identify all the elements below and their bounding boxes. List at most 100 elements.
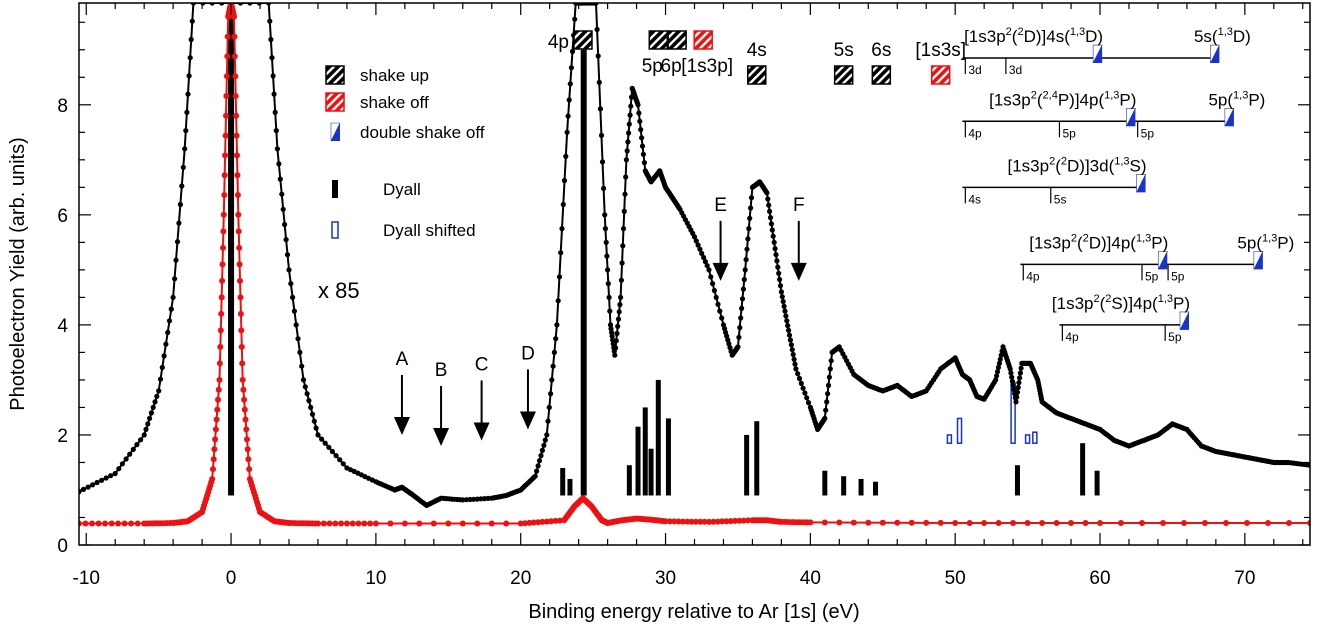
arrow-head bbox=[393, 416, 410, 435]
data-point bbox=[1160, 520, 1166, 526]
data-point bbox=[559, 226, 565, 232]
data-point bbox=[719, 315, 725, 321]
data-point bbox=[209, 476, 216, 482]
data-point bbox=[555, 298, 561, 304]
arrow-label: F bbox=[793, 195, 805, 216]
data-point bbox=[1118, 520, 1124, 526]
data-point bbox=[170, 294, 176, 300]
marker-label: [1s3p] bbox=[681, 56, 733, 77]
data-point bbox=[1008, 370, 1014, 376]
data-point bbox=[180, 164, 186, 170]
data-point bbox=[994, 373, 1000, 379]
ladder-tick-label: 4p bbox=[1026, 269, 1040, 283]
arrow-label: C bbox=[475, 354, 489, 375]
y-tick-label: 6 bbox=[57, 206, 68, 227]
data-point bbox=[541, 442, 547, 448]
data-point bbox=[222, 152, 229, 159]
data-point bbox=[123, 456, 129, 462]
data-point bbox=[767, 215, 774, 221]
data-point bbox=[768, 221, 775, 227]
data-point bbox=[560, 201, 566, 208]
data-point bbox=[244, 446, 251, 453]
y-tick-label: 0 bbox=[57, 536, 68, 557]
data-point bbox=[234, 152, 240, 159]
data-point bbox=[1139, 520, 1145, 526]
data-point bbox=[701, 254, 707, 261]
dyall-bars bbox=[228, 3, 1100, 496]
data-point bbox=[782, 308, 788, 314]
data-point bbox=[89, 520, 95, 527]
data-point bbox=[332, 520, 339, 527]
data-point bbox=[300, 377, 307, 383]
data-point bbox=[243, 426, 250, 433]
x-tick-label: 20 bbox=[510, 568, 531, 589]
double-shake-off-marker bbox=[1224, 108, 1235, 127]
dyall-bar bbox=[567, 478, 573, 496]
data-point bbox=[598, 132, 605, 138]
data-point bbox=[222, 132, 229, 139]
dyall-shifted-bar bbox=[1024, 434, 1031, 444]
data-point bbox=[218, 294, 225, 301]
data-point bbox=[401, 520, 408, 527]
data-point bbox=[828, 358, 834, 364]
dyall-bar bbox=[841, 476, 847, 496]
data-point bbox=[603, 239, 609, 245]
data-point bbox=[119, 461, 125, 467]
data-point bbox=[1097, 520, 1103, 526]
data-point bbox=[556, 517, 563, 524]
data-point bbox=[241, 396, 248, 403]
ladder-tick-label: 5p bbox=[1171, 269, 1185, 283]
data-point bbox=[220, 211, 227, 218]
data-point bbox=[244, 436, 250, 443]
data-point bbox=[471, 496, 477, 502]
data-point bbox=[161, 353, 167, 359]
data-point bbox=[825, 391, 831, 397]
data-point bbox=[556, 274, 563, 280]
data-point bbox=[622, 191, 628, 197]
data-point bbox=[1024, 520, 1031, 526]
data-point bbox=[572, 16, 578, 22]
shake-up-marker bbox=[325, 65, 345, 85]
double-shake-off-marker bbox=[1157, 251, 1168, 270]
data-point bbox=[739, 296, 746, 302]
data-point bbox=[173, 257, 179, 263]
data-point bbox=[130, 446, 136, 452]
data-point bbox=[615, 323, 621, 329]
data-point bbox=[1223, 520, 1229, 526]
data-point bbox=[387, 520, 394, 527]
data-point bbox=[163, 341, 169, 347]
data-point bbox=[532, 473, 538, 479]
data-point bbox=[145, 421, 151, 427]
data-point bbox=[488, 520, 495, 527]
data-point bbox=[996, 360, 1003, 366]
plot-area bbox=[79, 3, 1310, 527]
marker-label: 6s bbox=[871, 40, 891, 61]
data-point bbox=[224, 53, 231, 60]
data-point bbox=[240, 386, 247, 393]
data-point bbox=[231, 13, 237, 20]
data-point bbox=[545, 418, 551, 424]
data-point bbox=[219, 261, 226, 268]
data-point bbox=[617, 302, 623, 308]
data-point bbox=[692, 518, 699, 525]
data-point bbox=[781, 303, 787, 309]
data-point bbox=[1202, 520, 1208, 526]
dyall-bar bbox=[873, 481, 879, 496]
legend-label: shake up bbox=[360, 66, 429, 85]
data-point bbox=[184, 109, 190, 115]
data-point bbox=[277, 176, 283, 182]
data-point bbox=[805, 400, 812, 406]
data-point bbox=[128, 520, 135, 527]
data-point bbox=[802, 390, 808, 396]
data-point bbox=[605, 281, 611, 287]
data-point bbox=[615, 316, 622, 322]
data-point bbox=[234, 192, 241, 198]
dyall-bar bbox=[642, 407, 648, 496]
data-point bbox=[566, 97, 572, 103]
data-point bbox=[788, 342, 795, 348]
data-point bbox=[156, 388, 162, 394]
data-point bbox=[268, 36, 274, 43]
data-point bbox=[850, 519, 857, 526]
data-point bbox=[94, 479, 100, 486]
